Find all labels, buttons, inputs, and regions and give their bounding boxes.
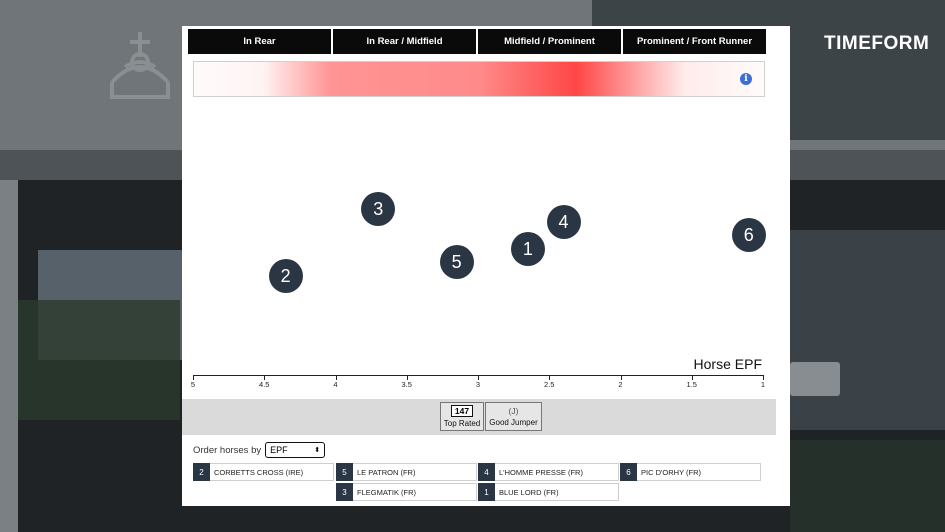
horse-number: 6 xyxy=(620,463,637,481)
x-tick-label: 3.5 xyxy=(401,380,412,389)
horse-number: 5 xyxy=(336,463,353,481)
horse-number: 2 xyxy=(193,463,210,481)
horse-dot-6[interactable]: 6 xyxy=(731,218,766,252)
x-tick xyxy=(406,375,408,380)
brand-logo: TIMEFORM xyxy=(824,33,930,54)
tab-in-rear[interactable]: In Rear xyxy=(188,29,331,54)
top-rated-badge[interactable]: 147 Top Rated xyxy=(440,402,484,431)
horse-entry[interactable]: 4 L'HOMME PRESSE (FR) xyxy=(478,463,619,481)
x-tick-label: 5 xyxy=(190,380,196,389)
info-icon[interactable]: i xyxy=(740,73,752,85)
horse-entry[interactable]: 5 LE PATRON (FR) xyxy=(336,463,477,481)
horse-number: 4 xyxy=(478,463,495,481)
x-tick xyxy=(763,375,764,380)
horse-number: 1 xyxy=(478,483,495,501)
horse-name: LE PATRON (FR) xyxy=(357,467,416,477)
bg-window-right xyxy=(790,230,945,430)
x-tick-label: 2.5 xyxy=(544,380,555,389)
bg-trees-left xyxy=(0,300,180,420)
horse-entry[interactable]: 2 CORBETTS CROSS (IRE) xyxy=(193,463,334,481)
tab-prominent-front-runner[interactable]: Prominent / Front Runner xyxy=(623,29,766,54)
horse-name: L'HOMME PRESSE (FR) xyxy=(499,467,583,477)
x-tick xyxy=(691,375,693,380)
good-jumper-value: (J) xyxy=(508,406,519,416)
horse-number: 3 xyxy=(336,483,353,501)
x-tick xyxy=(264,375,266,380)
bg-ascot-sign xyxy=(790,362,840,396)
horse-dot-1[interactable]: 1 xyxy=(510,232,545,266)
x-tick xyxy=(335,375,337,380)
x-tick xyxy=(620,375,622,380)
epf-panel: In Rear In Rear / Midfield Midfield / Pr… xyxy=(182,26,790,506)
top-rated-label: Top Rated xyxy=(443,419,481,428)
select-arrows-icon: ⬍ xyxy=(314,447,321,454)
horse-name: FLEGMATIK (FR) xyxy=(357,487,417,497)
horse-dot-4[interactable]: 4 xyxy=(546,205,581,239)
x-tick-label: 3 xyxy=(475,380,481,389)
horse-dot-3[interactable]: 3 xyxy=(361,192,396,226)
horse-dot-2[interactable]: 2 xyxy=(268,259,303,293)
horse-entry[interactable]: 6 PIC D'ORHY (FR) xyxy=(620,463,761,481)
good-jumper-label: Good Jumper xyxy=(489,418,538,427)
bg-hedge-right xyxy=(790,440,945,532)
horse-dot-5[interactable]: 5 xyxy=(439,245,474,279)
bg-pillar xyxy=(0,180,18,532)
horse-name: CORBETTS CROSS (IRE) xyxy=(214,467,304,477)
x-tick xyxy=(478,375,479,380)
horse-name: PIC D'ORHY (FR) xyxy=(641,467,702,477)
pace-heat-bar: i xyxy=(193,61,765,97)
epf-plot: Horse EPF 5 4.5 4 3.5 3 2.5 2 1.5 1 3 4 6 1 5 2 xyxy=(182,26,790,396)
order-selected-value: EPF xyxy=(270,445,288,455)
good-jumper-badge[interactable]: (J) Good Jumper xyxy=(485,402,542,431)
axis-title: Horse EPF xyxy=(693,356,762,372)
tab-midfield-prominent[interactable]: Midfield / Prominent xyxy=(478,29,621,54)
x-tick-label: 4 xyxy=(333,380,338,389)
crown-emblem-icon xyxy=(110,32,170,99)
x-tick-label: 1 xyxy=(760,380,766,389)
horse-entry[interactable]: 3 FLEGMATIK (FR) xyxy=(336,483,477,501)
top-rated-value: 147 xyxy=(450,405,474,417)
x-tick xyxy=(549,375,551,380)
x-tick xyxy=(193,375,194,380)
x-tick-label: 1.5 xyxy=(686,380,697,389)
position-tabs: In Rear In Rear / Midfield Midfield / Pr… xyxy=(188,29,766,54)
horse-entry[interactable]: 1 BLUE LORD (FR) xyxy=(478,483,619,501)
x-tick-label: 2 xyxy=(618,380,623,389)
tab-in-rear-midfield[interactable]: In Rear / Midfield xyxy=(333,29,476,54)
rating-legend: 147 Top Rated (J) Good Jumper xyxy=(182,399,776,435)
order-select[interactable]: EPF ⬍ xyxy=(265,442,326,458)
order-label: Order horses by xyxy=(193,444,262,456)
order-control: Order horses by EPF ⬍ xyxy=(193,442,326,458)
horse-name: BLUE LORD (FR) xyxy=(499,487,559,497)
x-tick-label: 4.5 xyxy=(259,380,270,389)
